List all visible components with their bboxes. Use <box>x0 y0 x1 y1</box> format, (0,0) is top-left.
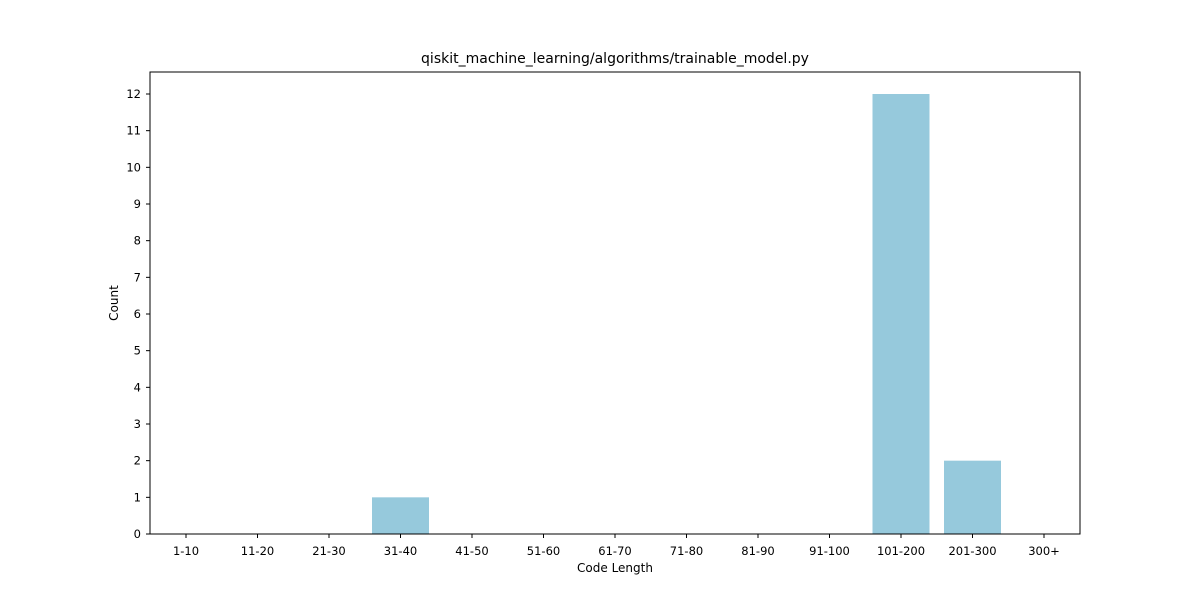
x-tick-label: 11-20 <box>241 544 274 558</box>
x-tick-label: 201-300 <box>948 544 996 558</box>
x-tick-label: 91-100 <box>809 544 850 558</box>
bar-201-300 <box>944 460 1001 534</box>
x-tick-label: 101-200 <box>877 544 925 558</box>
y-tick-label: 9 <box>134 197 141 211</box>
x-tick-label: 71-80 <box>670 544 703 558</box>
y-tick-label: 1 <box>134 490 141 504</box>
y-tick-label: 4 <box>134 380 141 394</box>
y-tick-label: 5 <box>134 344 141 358</box>
y-tick-label: 2 <box>134 454 141 468</box>
x-tick-label: 31-40 <box>384 544 417 558</box>
chart-title: qiskit_machine_learning/algorithms/train… <box>421 51 809 67</box>
y-tick-label: 7 <box>134 270 141 284</box>
y-tick-label: 12 <box>126 87 141 101</box>
y-tick-label: 3 <box>134 417 141 431</box>
x-axis-label: Code Length <box>577 561 653 575</box>
plot-frame <box>149 71 1081 535</box>
x-tick-label: 300+ <box>1028 544 1060 558</box>
y-tick-label: 6 <box>134 307 141 321</box>
y-axis-label: Count <box>107 285 121 321</box>
x-tick-label: 21-30 <box>312 544 345 558</box>
x-tick-label: 41-50 <box>455 544 488 558</box>
x-tick-label: 51-60 <box>527 544 560 558</box>
x-tick-label: 61-70 <box>598 544 631 558</box>
bar-101-200 <box>872 94 930 534</box>
y-tick-label: 10 <box>126 160 141 174</box>
y-tick-label: 8 <box>134 234 141 248</box>
x-tick-label: 81-90 <box>741 544 774 558</box>
x-axis: 1-10 11-20 21-30 31-40 41-50 51-60 61-70 71-80 8… <box>173 534 1060 558</box>
bars-layer <box>372 94 1001 534</box>
y-tick-label: 0 <box>134 527 141 541</box>
bar-31-40 <box>372 497 429 534</box>
x-tick-label: 1-10 <box>173 544 199 558</box>
y-tick-label: 11 <box>126 124 141 138</box>
